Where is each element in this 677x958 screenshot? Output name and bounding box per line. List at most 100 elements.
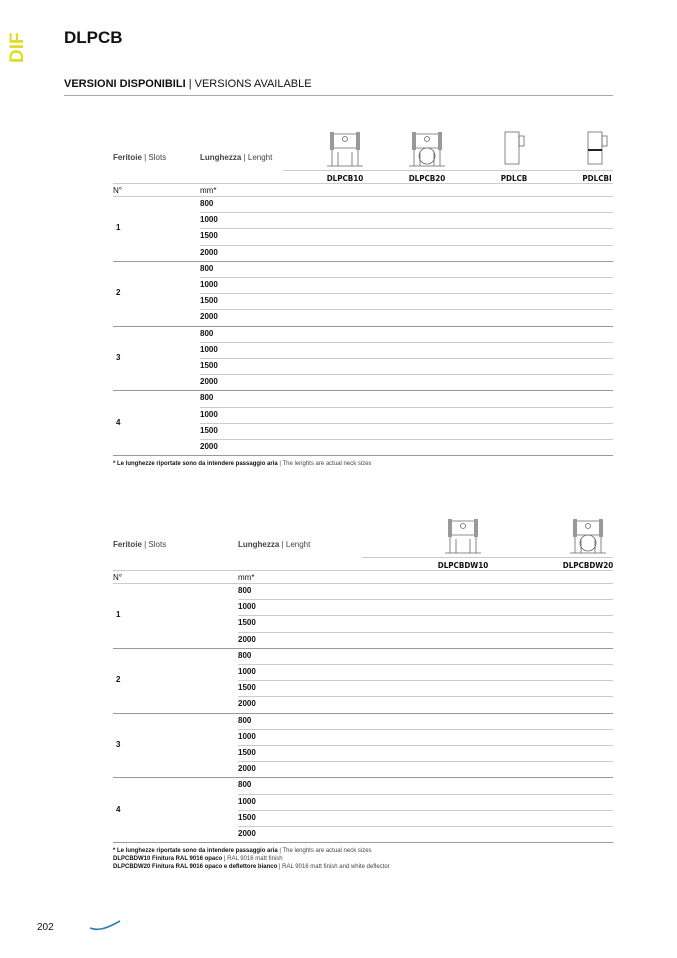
model-name: DLPCB20 bbox=[408, 174, 446, 183]
footnote: * Le lunghezze riportate sono da intende… bbox=[113, 461, 372, 468]
row-divider bbox=[238, 631, 613, 633]
table-row-length: 800 bbox=[238, 586, 252, 595]
table-row-length: 1500 bbox=[238, 683, 256, 693]
product-drawing-pdlcbi bbox=[577, 130, 617, 171]
slots-count: 2 bbox=[116, 288, 121, 298]
table-row-length: 800 bbox=[200, 393, 214, 403]
length-header: Lunghezza | Lenght bbox=[200, 153, 273, 162]
row-divider bbox=[200, 228, 613, 230]
table-row-length: 1000 bbox=[238, 796, 256, 806]
table-row-length: 800 bbox=[200, 328, 214, 338]
row-divider bbox=[200, 341, 613, 343]
divider bbox=[283, 170, 613, 171]
section-heading: VERSIONI DISPONIBILI | VERSIONS AVAILABL… bbox=[64, 78, 312, 90]
table-row-length: 1000 bbox=[238, 667, 256, 676]
unit-length: mm* bbox=[200, 186, 217, 195]
length-header: Lunghezza | Lenght bbox=[238, 540, 311, 549]
table-row-length: 800 bbox=[200, 199, 214, 208]
table-row-length: 1500 bbox=[238, 812, 256, 822]
model-name: DLPCBDW10 bbox=[437, 561, 489, 570]
row-divider bbox=[200, 309, 613, 311]
divider bbox=[113, 583, 613, 584]
slots-header: Feritoie | Slots bbox=[113, 540, 167, 549]
row-divider bbox=[238, 599, 613, 601]
row-divider bbox=[200, 374, 613, 376]
table-row-length: 2000 bbox=[238, 699, 256, 709]
divider bbox=[64, 95, 613, 96]
model-name: PDLCB bbox=[500, 174, 528, 183]
divider bbox=[362, 557, 613, 558]
product-drawing-dlpcb10 bbox=[325, 130, 365, 173]
slots-count: 4 bbox=[116, 417, 121, 427]
table-row-length: 800 bbox=[238, 780, 252, 790]
table-row-length: 1500 bbox=[238, 748, 256, 757]
row-divider bbox=[238, 664, 613, 665]
row-divider bbox=[200, 277, 613, 278]
unit-slots: N° bbox=[113, 186, 122, 195]
row-divider bbox=[238, 615, 613, 617]
model-name: DLPCBDW20 bbox=[562, 561, 614, 570]
table-row-length: 2000 bbox=[200, 377, 218, 387]
table-row-length: 800 bbox=[238, 650, 252, 660]
row-divider bbox=[238, 696, 613, 698]
row-divider bbox=[200, 439, 613, 440]
row-divider bbox=[200, 244, 613, 246]
table-row-length: 1500 bbox=[200, 425, 218, 435]
row-divider bbox=[238, 826, 613, 827]
slots-count: 1 bbox=[116, 610, 121, 620]
section-heading-en: VERSIONS AVAILABLE bbox=[194, 78, 312, 90]
row-divider bbox=[238, 680, 613, 682]
table-row-length: 2000 bbox=[200, 247, 218, 257]
model-name: DLPCB10 bbox=[326, 174, 364, 183]
row-divider bbox=[238, 793, 613, 795]
page-number: 202 bbox=[37, 922, 54, 933]
separator: | bbox=[185, 78, 195, 90]
row-divider bbox=[238, 745, 613, 746]
row-divider bbox=[113, 455, 613, 457]
row-divider bbox=[200, 406, 613, 408]
product-drawing-pdlcb bbox=[494, 130, 534, 171]
table-row-length: 1500 bbox=[200, 361, 218, 370]
model-name: PDLCBI bbox=[582, 174, 612, 183]
product-drawing-dlpcbdw20 bbox=[568, 517, 608, 560]
slots-count: 3 bbox=[116, 353, 121, 362]
section-tab: DIF bbox=[7, 32, 28, 63]
row-divider bbox=[113, 647, 613, 649]
slots-count: 2 bbox=[116, 675, 121, 685]
table-row-length: 1500 bbox=[200, 296, 218, 306]
row-divider bbox=[238, 809, 613, 811]
table-row-length: 1500 bbox=[200, 231, 218, 241]
divider bbox=[113, 196, 613, 197]
slots-count: 1 bbox=[116, 223, 121, 233]
section-heading-it: VERSIONI DISPONIBILI bbox=[64, 78, 186, 90]
table-row-length: 2000 bbox=[238, 634, 256, 644]
row-divider bbox=[200, 358, 613, 359]
footnote: DLPCBDW20 Finitura RAL 9016 opaco e defl… bbox=[113, 864, 390, 871]
table-row-length: 2000 bbox=[200, 312, 218, 322]
row-divider bbox=[238, 728, 613, 730]
slots-header: Feritoie | Slots bbox=[113, 153, 167, 162]
row-divider bbox=[113, 260, 613, 262]
table-row-length: 1000 bbox=[238, 731, 256, 741]
table-row-length: 1000 bbox=[238, 602, 256, 612]
divider bbox=[113, 183, 613, 184]
table-row-length: 800 bbox=[200, 263, 214, 273]
product-drawing-dlpcbdw10 bbox=[443, 517, 483, 560]
unit-slots: N° bbox=[113, 573, 122, 582]
row-divider bbox=[113, 712, 613, 714]
row-divider bbox=[113, 842, 613, 844]
row-divider bbox=[200, 293, 613, 295]
table-row-length: 1000 bbox=[200, 215, 218, 225]
unit-length: mm* bbox=[238, 573, 255, 582]
row-divider bbox=[113, 390, 613, 392]
row-divider bbox=[113, 325, 613, 327]
table-row-length: 2000 bbox=[238, 829, 256, 838]
row-divider bbox=[200, 212, 613, 214]
table-row-length: 1000 bbox=[200, 280, 218, 289]
row-divider bbox=[113, 777, 613, 779]
row-divider bbox=[238, 761, 613, 763]
footnote: DLPCBDW10 Finitura RAL 9016 opaco | RAL … bbox=[113, 856, 283, 863]
row-divider bbox=[200, 422, 613, 424]
table-row-length: 1000 bbox=[200, 344, 218, 354]
